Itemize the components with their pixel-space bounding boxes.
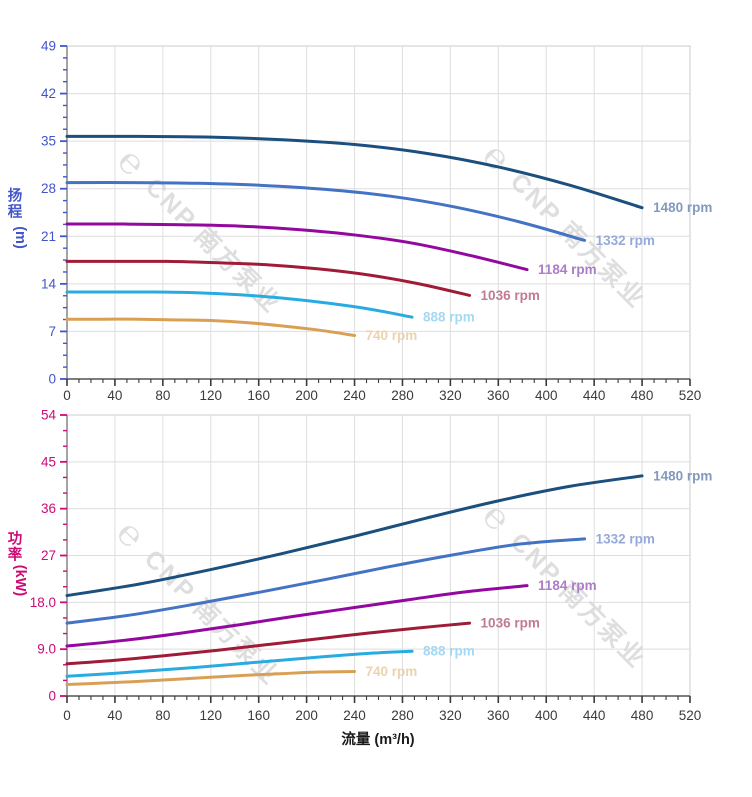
x-tick-label: 240 [343, 388, 366, 403]
x-tick-label: 280 [391, 708, 414, 723]
rpm-label-1480: 1480 rpm [653, 200, 712, 215]
y-axis-title-char: 程 [8, 204, 23, 221]
y-tick-label: 36 [41, 501, 56, 516]
y-tick-label: 0 [48, 372, 56, 387]
head-curve-1332rpm [65, 181, 587, 242]
x-tick-label: 440 [583, 388, 606, 403]
rpm-label-1184: 1184 rpm [538, 262, 597, 277]
head-curve-1036rpm [65, 259, 472, 297]
y-axis-unit: (m) [12, 226, 28, 249]
power-curve-1184rpm [65, 584, 529, 648]
x-tick-label: 360 [487, 388, 510, 403]
x-tick-label: 200 [295, 708, 318, 723]
head-curve-1184rpm [65, 222, 529, 272]
power-curve-1332rpm [65, 537, 587, 625]
head-y-axis-title: 扬程 (m) [8, 187, 28, 249]
x-axis-title: 流量 (m³/h) [341, 730, 414, 748]
rpm-label-1332: 1332 rpm [596, 531, 655, 546]
y-axis-title-char: 功 [8, 531, 23, 548]
rpm-label-740: 740 rpm [366, 328, 418, 343]
x-tick-label: 320 [439, 388, 462, 403]
x-tick-label: 160 [247, 388, 270, 403]
x-tick-label: 520 [679, 708, 702, 723]
power-curve-1036rpm [65, 621, 472, 666]
rpm-label-1184: 1184 rpm [538, 578, 597, 593]
power-x-ticks: 0 40 80 120 160 200 240 280 320 360 400 440 480 520 [63, 696, 701, 723]
x-tick-label: 280 [391, 388, 414, 403]
head-curve-888rpm [65, 290, 414, 319]
y-tick-label: 54 [41, 408, 57, 423]
x-tick-label: 480 [631, 708, 654, 723]
x-tick-label: 360 [487, 708, 510, 723]
rpm-label-740: 740 rpm [366, 664, 418, 679]
head-y-ticks: 0 7 14 21 28 35 42 49 [41, 39, 67, 387]
power-gridlines [67, 414, 691, 696]
x-tick-label: 320 [439, 708, 462, 723]
y-tick-label: 14 [41, 276, 57, 291]
x-tick-label: 120 [200, 388, 223, 403]
x-tick-label: 40 [107, 388, 122, 403]
rpm-label-888: 888 rpm [423, 310, 475, 325]
x-tick-label: 80 [155, 388, 170, 403]
power-y-axis-title: 功率(kW) [8, 531, 28, 597]
power-y-ticks: 0 9.0 18.0 27 36 45 54 [30, 408, 67, 704]
x-tick-label: 0 [63, 708, 71, 723]
rpm-label-888: 888 rpm [423, 644, 475, 659]
rpm-label-1036: 1036 rpm [481, 288, 540, 303]
x-tick-label: 400 [535, 708, 558, 723]
x-tick-label: 0 [63, 388, 71, 403]
head-x-ticks: 0 40 80 120 160 200 240 280 320 360 400 440 480 520 [63, 379, 701, 403]
y-axis-title-char: 率 [8, 546, 23, 564]
y-tick-label: 9.0 [37, 642, 56, 657]
x-tick-label: 480 [631, 388, 654, 403]
y-tick-label: 7 [48, 324, 56, 339]
x-tick-label: 400 [535, 388, 558, 403]
head-gridlines [67, 45, 691, 379]
x-tick-label: 80 [155, 708, 170, 723]
head-curve-740rpm [65, 317, 357, 338]
power-curve-740rpm [65, 670, 357, 687]
x-tick-label: 520 [679, 388, 702, 403]
y-axis-title-char: 扬 [8, 187, 23, 205]
rpm-label-1036: 1036 rpm [481, 616, 540, 631]
y-tick-label: 45 [41, 454, 56, 469]
y-tick-label: 49 [41, 39, 56, 54]
x-tick-label: 120 [200, 708, 223, 723]
power-curve-1480rpm [65, 474, 644, 598]
head-plot-area [66, 45, 691, 380]
y-tick-label: 27 [41, 548, 56, 563]
rpm-label-1332: 1332 rpm [596, 233, 655, 248]
y-tick-label: 42 [41, 86, 56, 101]
x-tick-label: 160 [247, 708, 270, 723]
y-tick-label: 28 [41, 181, 56, 196]
x-tick-label: 440 [583, 708, 606, 723]
power-curve-888rpm [65, 649, 414, 678]
y-tick-label: 0 [48, 689, 56, 704]
x-tick-label: 40 [107, 708, 122, 723]
y-tick-label: 21 [41, 229, 56, 244]
y-tick-label: 35 [41, 134, 56, 149]
rpm-label-1480: 1480 rpm [653, 468, 712, 483]
head-curve-1480rpm [65, 134, 644, 210]
x-tick-label: 240 [343, 708, 366, 723]
y-axis-unit: (kW) [12, 565, 28, 597]
x-tick-label: 200 [295, 388, 318, 403]
y-tick-label: 18.0 [30, 595, 56, 610]
